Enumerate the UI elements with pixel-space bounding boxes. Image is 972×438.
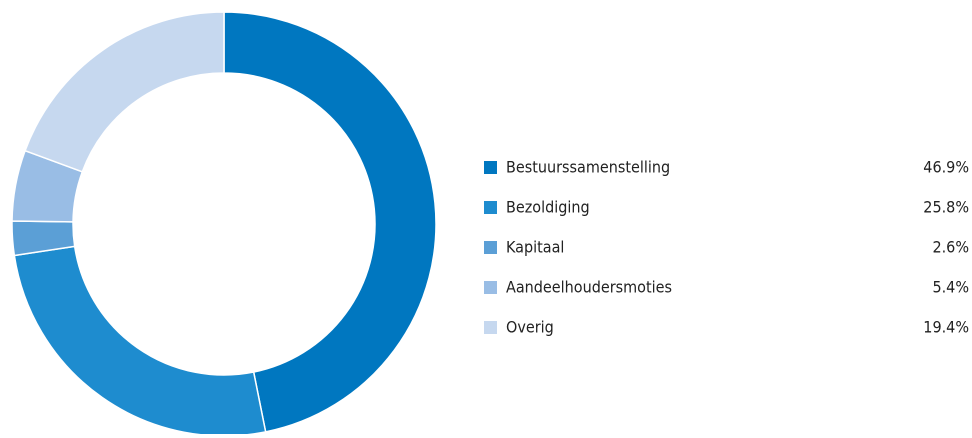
- legend-label: Bestuurssamenstelling: [506, 158, 670, 177]
- donut-slice: [24, 11, 225, 173]
- legend-value: 19.4%: [923, 318, 969, 337]
- legend-swatch: [484, 241, 497, 254]
- legend-value: 46.9%: [923, 158, 969, 177]
- donut-slice: [13, 245, 267, 437]
- legend-value: 25.8%: [923, 198, 969, 217]
- legend-swatch: [484, 321, 497, 334]
- legend-label: Aandeelhoudersmoties: [506, 278, 672, 297]
- legend-swatch: [484, 281, 497, 294]
- legend-value: 2.6%: [932, 238, 969, 257]
- legend-label: Kapitaal: [506, 238, 564, 257]
- legend-swatch: [484, 161, 497, 174]
- legend-label: Overig: [506, 318, 554, 337]
- legend-value: 5.4%: [932, 278, 969, 297]
- legend-label: Bezoldiging: [506, 198, 590, 217]
- legend-swatch: [484, 201, 497, 214]
- donut-slice: [223, 11, 437, 433]
